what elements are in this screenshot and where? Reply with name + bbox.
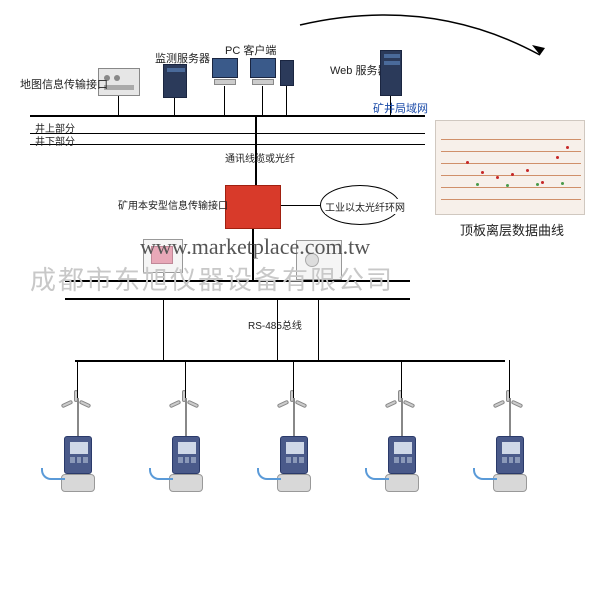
sensor-drop <box>77 360 78 398</box>
sensor-buttons <box>70 457 88 463</box>
drop-monitor <box>174 98 175 115</box>
pc-client-label: PC 客户端 <box>225 42 276 58</box>
chart-dot <box>556 156 559 159</box>
below-ground-label: 井下部分 <box>35 133 75 148</box>
sensor-base <box>493 474 527 492</box>
chart-dot <box>476 183 479 186</box>
sensor-screen <box>178 442 196 454</box>
mid-bus-2 <box>65 298 410 300</box>
sensor-pole <box>77 398 79 436</box>
sensor-buttons <box>502 457 520 463</box>
pc-tower <box>280 60 294 86</box>
chart-dot <box>526 169 529 172</box>
sensor-drop <box>293 360 294 398</box>
chart-dot <box>561 182 564 185</box>
drop-pc1 <box>224 86 225 115</box>
sensor-device <box>379 398 425 494</box>
sensor-drop <box>185 360 186 398</box>
sensor-base <box>277 474 311 492</box>
sensor-pole <box>401 398 403 436</box>
sensor-screen <box>70 442 88 454</box>
sensor-body <box>496 436 524 474</box>
drop-pc2 <box>262 86 263 115</box>
sensor-buttons <box>178 457 196 463</box>
sensor-base <box>169 474 203 492</box>
drop-map <box>118 96 119 115</box>
monitor-server-label: 监测服务器 <box>155 50 210 66</box>
sensor-body <box>388 436 416 474</box>
sensor-screen <box>502 442 520 454</box>
sensor-device <box>163 398 209 494</box>
pc-client-2-base <box>252 79 274 85</box>
top-bus <box>30 115 425 117</box>
lan-to-chart-arrow <box>0 0 600 120</box>
sensor-hose <box>257 468 281 480</box>
monitor-server-device <box>163 64 187 98</box>
pc-client-1-base <box>214 79 236 85</box>
chart-dot <box>496 176 499 179</box>
map-interface-label: 地图信息传输接口 <box>20 76 108 92</box>
sensor-pole <box>293 398 295 436</box>
chart-dot <box>506 184 509 187</box>
pc-client-2 <box>250 58 276 78</box>
roof-curve-label: 顶板离层数据曲线 <box>460 220 564 239</box>
chart-dot <box>566 146 569 149</box>
sensor-buttons <box>286 457 304 463</box>
sensor-bus <box>75 360 505 362</box>
sensor-hose <box>473 468 497 480</box>
sensor-drop <box>401 360 402 398</box>
mid-bus-1 <box>65 280 410 282</box>
sensor-hose <box>365 468 389 480</box>
sensor-base <box>61 474 95 492</box>
sensor-body <box>64 436 92 474</box>
sensor-screen <box>394 442 412 454</box>
fiber-ring-label: 工业以太光纤环网 <box>325 199 405 214</box>
sensor-buttons <box>394 457 412 463</box>
mine-lan-label: 矿井局域网 <box>373 100 428 116</box>
sensor-body <box>172 436 200 474</box>
right-drop-2 <box>318 300 319 360</box>
sensor-pole <box>185 398 187 436</box>
chart-dot <box>536 183 539 186</box>
left-drop-2 <box>163 300 164 360</box>
sensor-device <box>271 398 317 494</box>
sensor-device <box>487 398 533 494</box>
chart-dot <box>481 171 484 174</box>
pc-client-1 <box>212 58 238 78</box>
red-to-ring <box>281 205 320 206</box>
sensor-pole <box>509 398 511 436</box>
rs485-drop <box>277 300 278 360</box>
chart-dot <box>541 181 544 184</box>
comm-cable-label: 通讯线缆或光纤 <box>225 150 295 165</box>
divider-1 <box>30 133 425 134</box>
sensor-base <box>385 474 419 492</box>
chart-dot <box>466 161 469 164</box>
red-to-midbus <box>252 229 254 280</box>
right-device <box>296 240 342 280</box>
safety-interface-label: 矿用本安型信息传输接口 <box>118 197 228 212</box>
divider-2 <box>30 144 425 145</box>
sensor-hose <box>149 468 173 480</box>
sensor-body <box>280 436 308 474</box>
roof-data-chart <box>435 120 585 215</box>
sensor-screen <box>286 442 304 454</box>
sensor-hose <box>41 468 65 480</box>
sensor-drop <box>509 360 510 398</box>
safety-interface-device <box>225 185 281 229</box>
left-device <box>143 239 183 273</box>
drop-pct <box>286 86 287 115</box>
sensor-device <box>55 398 101 494</box>
chart-dot <box>511 173 514 176</box>
rs485-label: RS-485总线 <box>248 317 302 332</box>
web-server-device <box>380 50 402 96</box>
